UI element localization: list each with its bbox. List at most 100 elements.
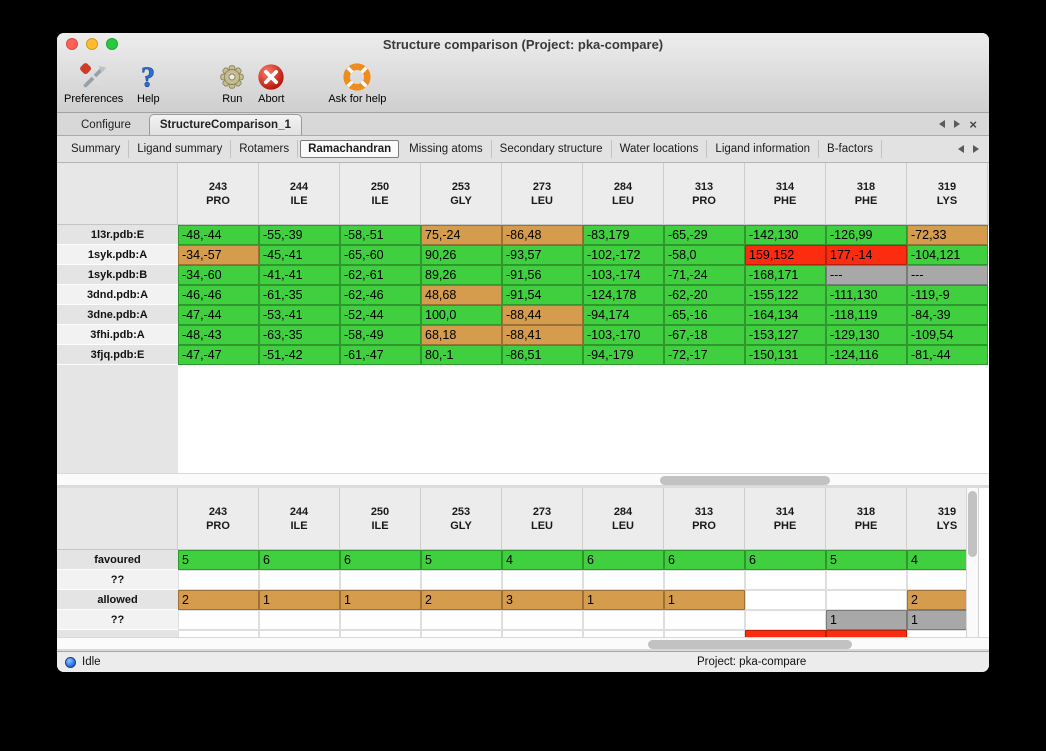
cell-3fjq.pdb:E-250[interactable]: -61,-47 — [340, 345, 421, 365]
cell-??-318[interactable] — [826, 570, 907, 590]
cell-1syk.pdb:A-319[interactable]: -104,121 — [907, 245, 988, 265]
row-label[interactable]: ?? — [57, 570, 178, 590]
cell-1syk.pdb:B-318[interactable]: --- — [826, 265, 907, 285]
cell-1syk.pdb:A-273[interactable]: -93,57 — [502, 245, 583, 265]
cell-??-244[interactable] — [259, 570, 340, 590]
cell-allowed-250[interactable]: 1 — [340, 590, 421, 610]
cell-3dne.pdb:A-253[interactable]: 100,0 — [421, 305, 502, 325]
tab-close-button[interactable]: × — [969, 116, 977, 132]
horizontal-scrollbar-bottom[interactable] — [57, 637, 989, 650]
horizontal-scrollbar-thumb[interactable] — [648, 640, 852, 649]
cell-1l3r.pdb:E-313[interactable]: -65,-29 — [664, 225, 745, 245]
cell-3dnd.pdb:A-319[interactable]: -119,-9 — [907, 285, 988, 305]
cell-3dnd.pdb:A-313[interactable]: -62,-20 — [664, 285, 745, 305]
cell-1syk.pdb:B-314[interactable]: -168,171 — [745, 265, 826, 285]
tab-scroll-right-button[interactable] — [954, 120, 961, 128]
cell-??-318[interactable]: 1 — [826, 610, 907, 630]
row-label[interactable]: allowed — [57, 590, 178, 610]
cell-3dnd.pdb:A-284[interactable]: -124,178 — [583, 285, 664, 305]
cell-3dnd.pdb:A-250[interactable]: -62,-46 — [340, 285, 421, 305]
preferences-button[interactable]: Preferences — [64, 60, 123, 105]
cell-3fhi.pdb:A-243[interactable]: -48,-43 — [178, 325, 259, 345]
row-label[interactable]: 3fjq.pdb:E — [57, 345, 178, 365]
cell-1l3r.pdb:E-319[interactable]: -72,33 — [907, 225, 988, 245]
cell-favoured-243[interactable]: 5 — [178, 550, 259, 570]
cell-allowed-244[interactable]: 1 — [259, 590, 340, 610]
cell-favoured-244[interactable]: 6 — [259, 550, 340, 570]
cell-3fjq.pdb:E-318[interactable]: -124,116 — [826, 345, 907, 365]
cell-??-253[interactable] — [421, 570, 502, 590]
cell-allowed-284[interactable]: 1 — [583, 590, 664, 610]
tab-scroll-left-button[interactable] — [939, 120, 946, 128]
tab-missing-atoms[interactable]: Missing atoms — [401, 140, 492, 158]
cell-1syk.pdb:B-253[interactable]: 89,26 — [421, 265, 502, 285]
cell-3dne.pdb:A-250[interactable]: -52,-44 — [340, 305, 421, 325]
subtab-scroll-right-button[interactable] — [973, 145, 979, 153]
cell-1syk.pdb:B-250[interactable]: -62,-61 — [340, 265, 421, 285]
cell-??-284[interactable] — [583, 610, 664, 630]
row-label[interactable]: 1l3r.pdb:E — [57, 225, 178, 245]
zoom-window-button[interactable] — [106, 38, 118, 50]
cell-1syk.pdb:B-284[interactable]: -103,-174 — [583, 265, 664, 285]
cell-3fhi.pdb:A-250[interactable]: -58,-49 — [340, 325, 421, 345]
cell-3fhi.pdb:A-273[interactable]: -88,41 — [502, 325, 583, 345]
cell-??-253[interactable] — [421, 610, 502, 630]
cell-3fhi.pdb:A-313[interactable]: -67,-18 — [664, 325, 745, 345]
cell-favoured-250[interactable]: 6 — [340, 550, 421, 570]
cell-1syk.pdb:A-244[interactable]: -45,-41 — [259, 245, 340, 265]
cell-??-244[interactable] — [259, 610, 340, 630]
tab-secondary-structure[interactable]: Secondary structure — [492, 140, 612, 158]
cell-1syk.pdb:B-273[interactable]: -91,56 — [502, 265, 583, 285]
help-button[interactable]: ? Help — [133, 60, 163, 106]
row-label[interactable]: 1syk.pdb:A — [57, 245, 178, 265]
cell-3dne.pdb:A-284[interactable]: -94,174 — [583, 305, 664, 325]
minimize-window-button[interactable] — [86, 38, 98, 50]
horizontal-scrollbar-top[interactable] — [57, 473, 989, 486]
cell-1syk.pdb:B-244[interactable]: -41,-41 — [259, 265, 340, 285]
cell-1l3r.pdb:E-250[interactable]: -58,-51 — [340, 225, 421, 245]
cell-3fhi.pdb:A-319[interactable]: -109,54 — [907, 325, 988, 345]
cell-3fjq.pdb:E-273[interactable]: -86,51 — [502, 345, 583, 365]
cell-3fjq.pdb:E-313[interactable]: -72,-17 — [664, 345, 745, 365]
cell-??-313[interactable] — [664, 610, 745, 630]
tab-ramachandran[interactable]: Ramachandran — [300, 140, 400, 158]
tab-configure[interactable]: Configure — [81, 119, 131, 131]
cell-1syk.pdb:A-253[interactable]: 90,26 — [421, 245, 502, 265]
cell-allowed-314[interactable] — [745, 590, 826, 610]
cell-3fhi.pdb:A-253[interactable]: 68,18 — [421, 325, 502, 345]
cell-1syk.pdb:A-313[interactable]: -58,0 — [664, 245, 745, 265]
tab-rotamers[interactable]: Rotamers — [231, 140, 299, 158]
run-button[interactable]: Run — [217, 60, 247, 105]
cell-favoured-314[interactable]: 6 — [745, 550, 826, 570]
horizontal-scrollbar-thumb[interactable] — [660, 476, 830, 485]
cell-favoured-313[interactable]: 6 — [664, 550, 745, 570]
cell-1syk.pdb:B-313[interactable]: -71,-24 — [664, 265, 745, 285]
cell-3dnd.pdb:A-243[interactable]: -46,-46 — [178, 285, 259, 305]
abort-button[interactable]: Abort — [256, 60, 286, 105]
cell-3dne.pdb:A-318[interactable]: -118,119 — [826, 305, 907, 325]
row-label[interactable]: ?? — [57, 610, 178, 630]
cell-1l3r.pdb:E-244[interactable]: -55,-39 — [259, 225, 340, 245]
cell-??-314[interactable] — [745, 570, 826, 590]
tab-water-locations[interactable]: Water locations — [612, 140, 708, 158]
vertical-scrollbar-thumb[interactable] — [968, 491, 977, 557]
cell-3dne.pdb:A-319[interactable]: -84,-39 — [907, 305, 988, 325]
cell-3fhi.pdb:A-244[interactable]: -63,-35 — [259, 325, 340, 345]
cell-favoured-273[interactable]: 4 — [502, 550, 583, 570]
cell-allowed-253[interactable]: 2 — [421, 590, 502, 610]
cell-3fhi.pdb:A-284[interactable]: -103,-170 — [583, 325, 664, 345]
cell-3fjq.pdb:E-319[interactable]: -81,-44 — [907, 345, 988, 365]
cell-??-313[interactable] — [664, 570, 745, 590]
cell-1l3r.pdb:E-243[interactable]: -48,-44 — [178, 225, 259, 245]
tab-ligand-information[interactable]: Ligand information — [707, 140, 820, 158]
cell-3dne.pdb:A-273[interactable]: -88,44 — [502, 305, 583, 325]
tab-b-factors[interactable]: B-factors — [819, 140, 883, 158]
row-label[interactable]: 3dnd.pdb:A — [57, 285, 178, 305]
ask-for-help-button[interactable]: Ask for help — [328, 60, 386, 105]
close-window-button[interactable] — [66, 38, 78, 50]
tab-structurecomparison-1[interactable]: StructureComparison_1 — [148, 114, 302, 135]
cell-allowed-318[interactable] — [826, 590, 907, 610]
cell-??-243[interactable] — [178, 570, 259, 590]
cell-??-284[interactable] — [583, 570, 664, 590]
tab-ligand-summary[interactable]: Ligand summary — [129, 140, 232, 158]
